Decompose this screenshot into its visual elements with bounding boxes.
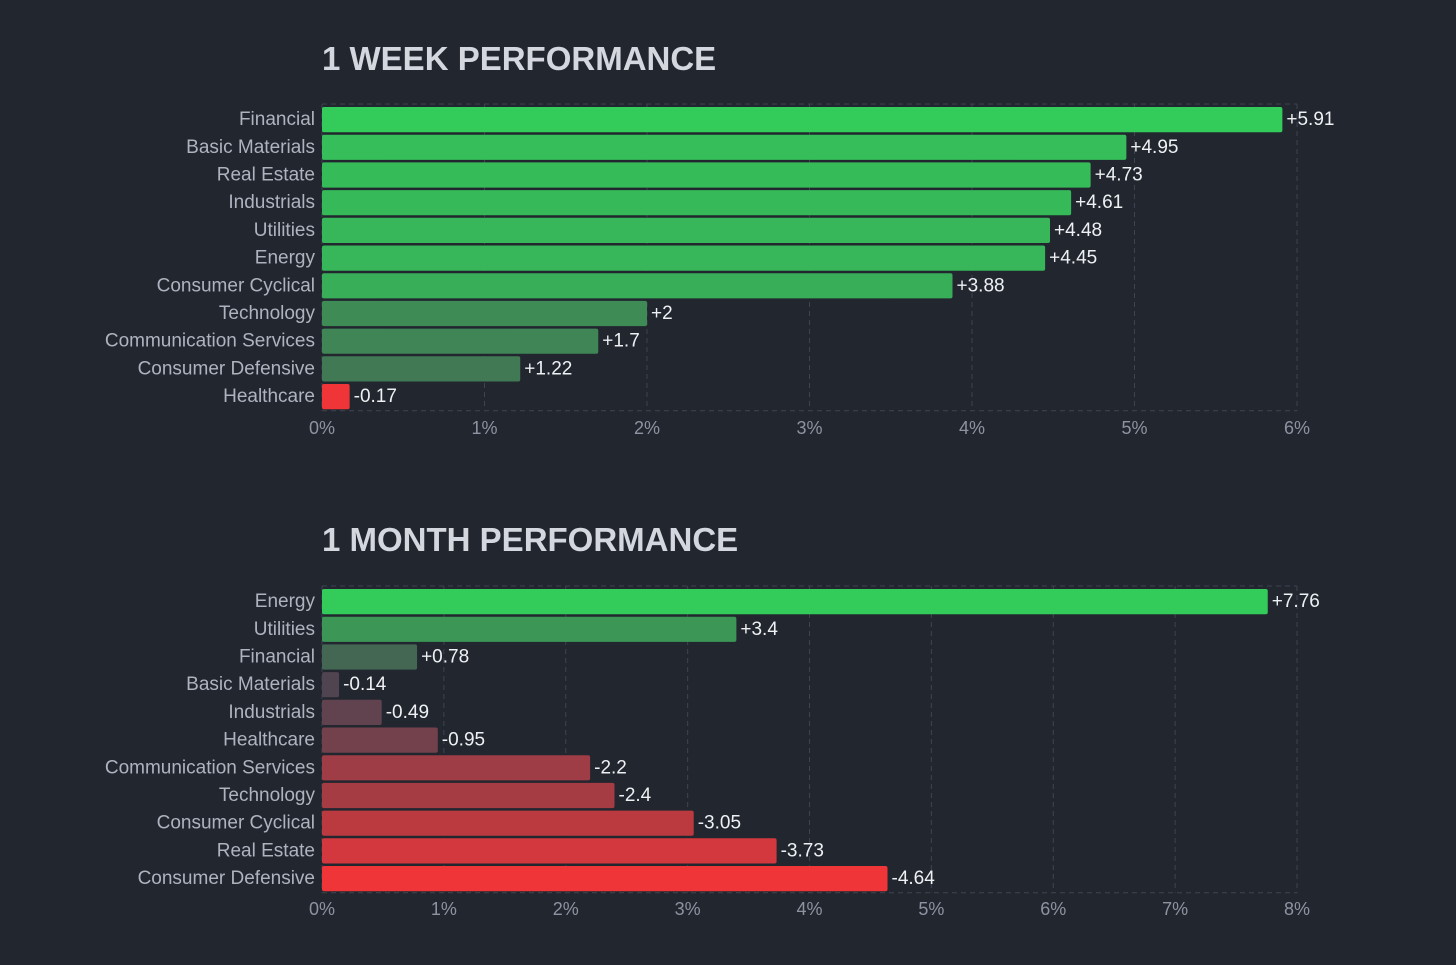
bar <box>322 384 350 410</box>
category-label: Basic Materials <box>186 674 315 695</box>
x-tick-label: 2% <box>553 899 579 919</box>
data-label: -3.05 <box>698 813 741 834</box>
x-tick-label: 6% <box>1040 899 1066 919</box>
x-tick-label: 5% <box>918 899 944 919</box>
bar <box>322 727 438 753</box>
bar <box>322 134 1127 160</box>
data-label: -4.64 <box>892 868 936 889</box>
data-label: +4.61 <box>1075 192 1123 213</box>
x-tick-label: 0% <box>309 899 335 919</box>
bar <box>322 190 1072 216</box>
category-label: Utilities <box>254 619 315 640</box>
category-label: Healthcare <box>223 386 315 407</box>
bar <box>322 162 1091 188</box>
category-label: Consumer Cyclical <box>157 813 315 834</box>
bar <box>322 273 953 299</box>
bar <box>322 644 418 670</box>
x-tick-label: 3% <box>675 899 701 919</box>
category-label: Utilities <box>254 220 315 241</box>
data-label: -0.14 <box>343 674 387 695</box>
x-tick-label: 7% <box>1162 899 1188 919</box>
data-label: -2.4 <box>619 785 652 806</box>
data-label: +7.76 <box>1272 591 1320 612</box>
chart-2: 1 MONTH PERFORMANCE 0% 1% 2% 3% 4% 5% 6% 7% 8% Ene… <box>105 521 1320 919</box>
bar <box>322 699 382 725</box>
category-label: Consumer Defensive <box>138 358 315 379</box>
bar <box>322 866 888 892</box>
x-tick-label: 4% <box>959 418 985 438</box>
x-tick-label: 4% <box>796 899 822 919</box>
category-label: Technology <box>219 785 316 806</box>
data-label: +1.22 <box>524 358 572 379</box>
category-label: Technology <box>219 303 316 324</box>
data-label: +5.91 <box>1286 109 1334 130</box>
data-label: -0.95 <box>442 730 485 751</box>
bar <box>322 782 615 809</box>
chart-title: 1 WEEK PERFORMANCE <box>322 40 716 77</box>
category-label: Industrials <box>228 702 315 723</box>
data-label: +4.73 <box>1095 165 1143 186</box>
data-label: +4.48 <box>1054 220 1102 241</box>
data-label: -0.17 <box>354 386 397 407</box>
bar <box>322 328 599 354</box>
x-tick-label: 2% <box>634 418 660 438</box>
chart-title: 1 MONTH PERFORMANCE <box>322 521 738 558</box>
category-label: Communication Services <box>105 757 315 778</box>
x-tick-label: 1% <box>471 418 497 438</box>
x-tick-label: 3% <box>796 418 822 438</box>
bar <box>322 589 1268 615</box>
bar <box>322 300 647 327</box>
data-label: +0.78 <box>421 647 469 668</box>
bar <box>322 672 340 698</box>
category-label: Consumer Cyclical <box>157 275 315 296</box>
data-label: +1.7 <box>602 331 640 352</box>
category-label: Industrials <box>228 192 315 213</box>
category-label: Real Estate <box>217 840 315 861</box>
category-label: Consumer Defensive <box>138 868 315 889</box>
chart-1: 1 WEEK PERFORMANCE 0% 1% 2% 3% 4% 5% 6% Financia… <box>105 40 1335 438</box>
data-label: -2.2 <box>594 757 627 778</box>
data-label: +3.88 <box>957 275 1005 296</box>
category-label: Financial <box>239 647 315 668</box>
bar <box>322 810 694 836</box>
category-label: Basic Materials <box>186 137 315 158</box>
bar <box>322 616 737 642</box>
bar <box>322 107 1283 133</box>
data-label: -0.49 <box>386 702 429 723</box>
data-label: +4.95 <box>1130 137 1178 158</box>
x-tick-label: 0% <box>309 418 335 438</box>
bar <box>322 356 521 382</box>
x-tick-label: 6% <box>1284 418 1310 438</box>
category-label: Real Estate <box>217 165 315 186</box>
bar <box>322 245 1046 271</box>
category-label: Financial <box>239 109 315 130</box>
data-label: -3.73 <box>781 840 824 861</box>
data-label: +2 <box>651 303 673 324</box>
bar <box>322 838 777 864</box>
data-label: +4.45 <box>1049 248 1097 269</box>
category-label: Communication Services <box>105 331 315 352</box>
bar <box>322 755 591 781</box>
data-label: +3.4 <box>740 619 778 640</box>
bar <box>322 217 1050 243</box>
category-label: Healthcare <box>223 730 315 751</box>
category-label: Energy <box>255 591 316 612</box>
x-tick-label: 8% <box>1284 899 1310 919</box>
x-tick-label: 5% <box>1121 418 1147 438</box>
category-label: Energy <box>255 248 316 269</box>
x-tick-label: 1% <box>431 899 457 919</box>
